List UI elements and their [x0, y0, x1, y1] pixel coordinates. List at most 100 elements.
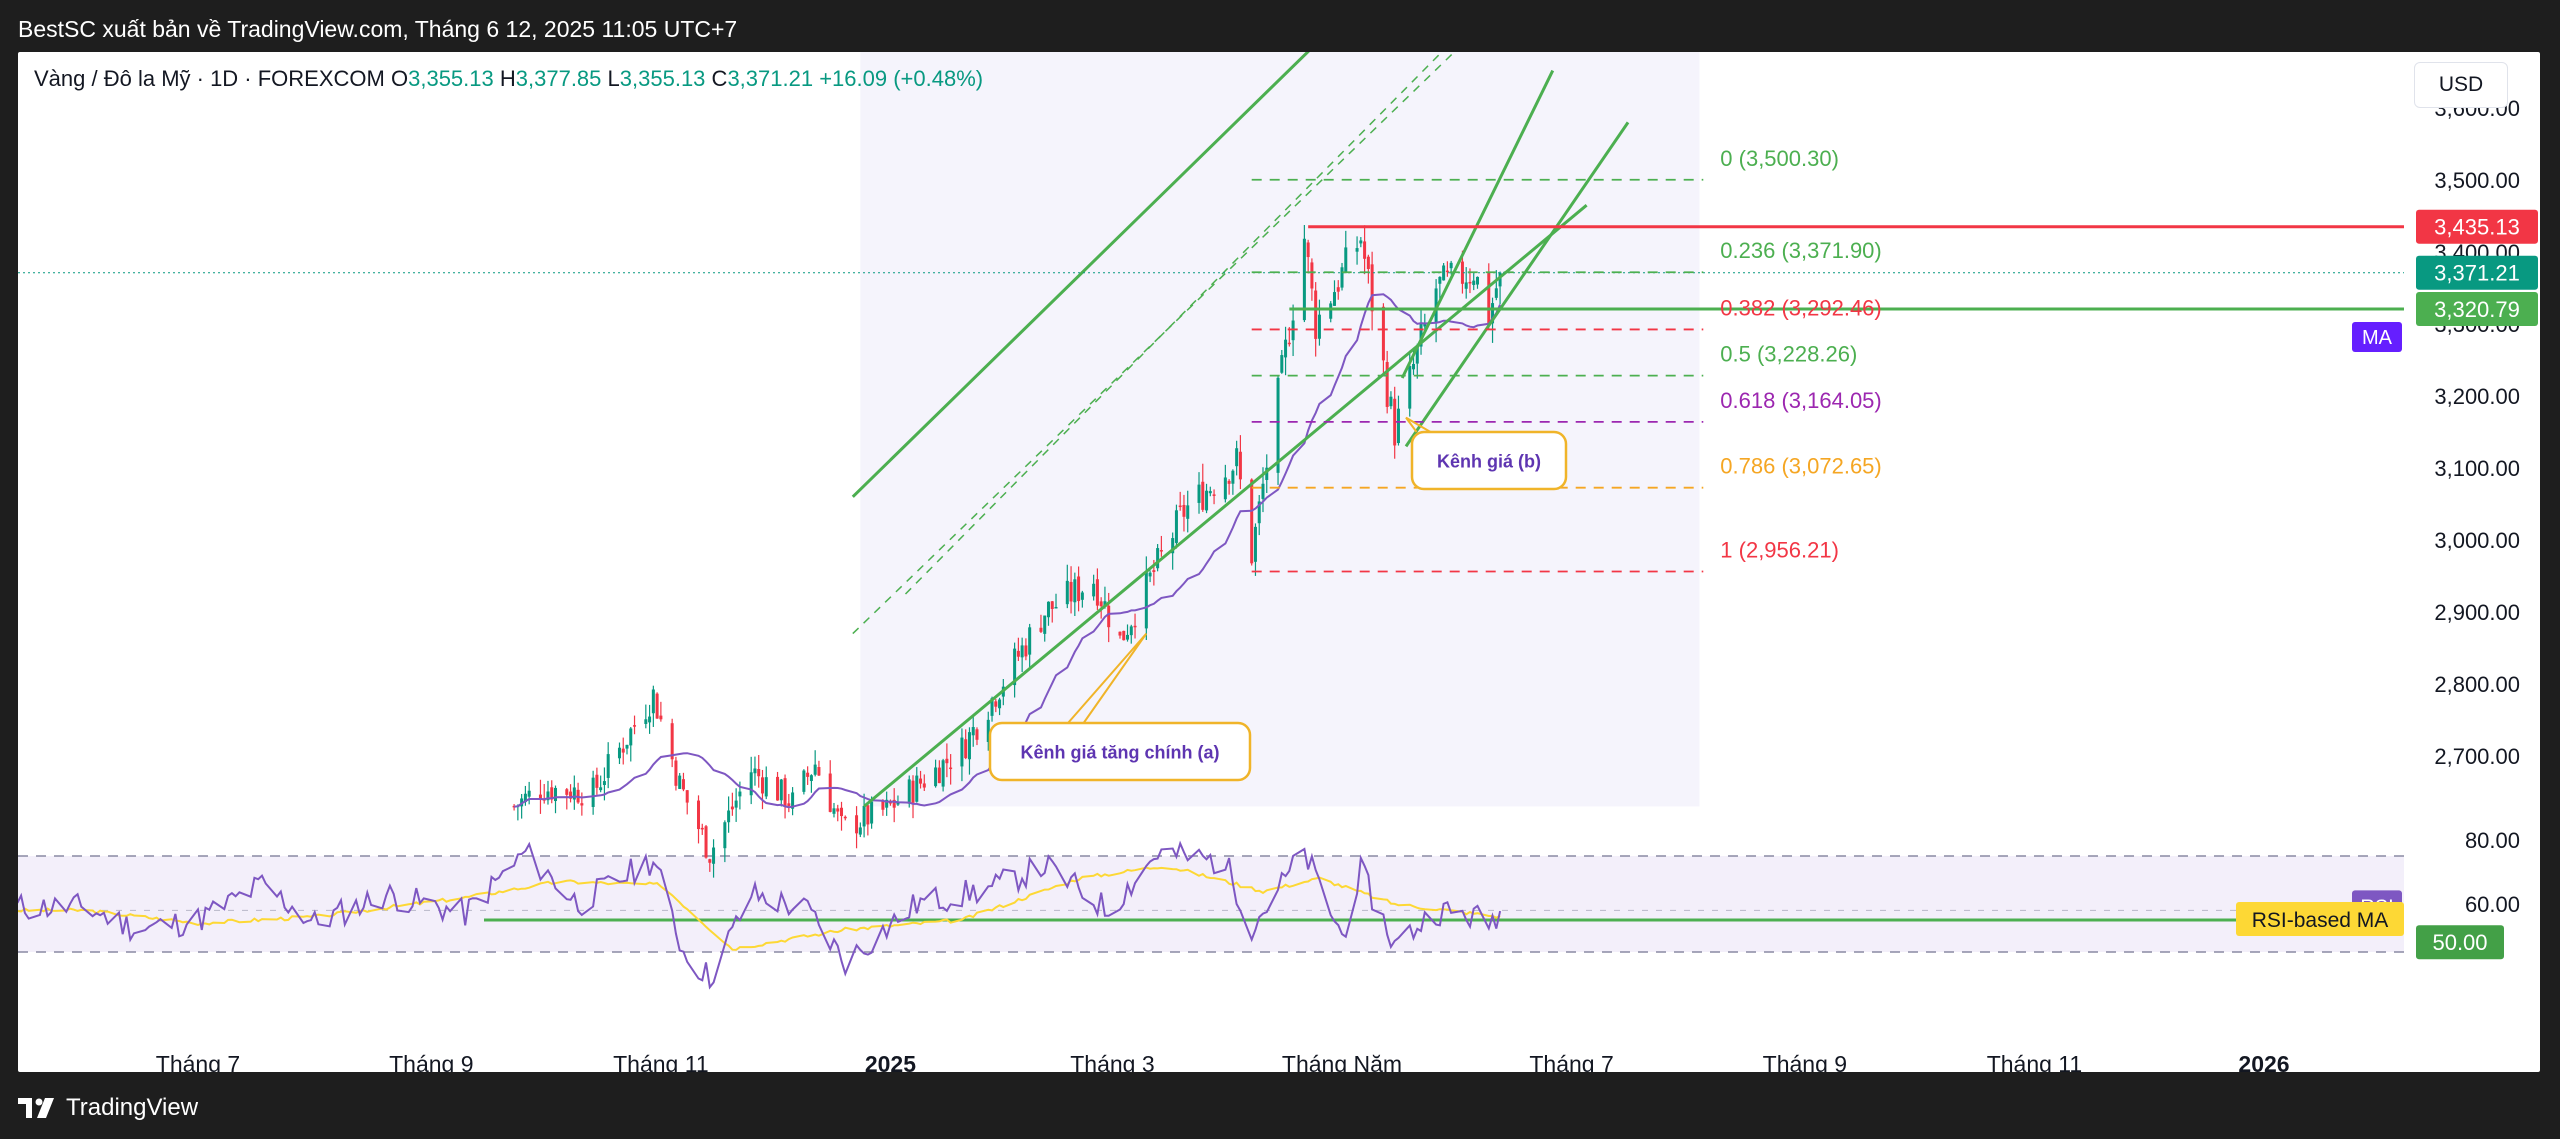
candle-body: [629, 728, 633, 746]
low-label: L: [607, 66, 620, 91]
channel-shading: [860, 52, 1700, 807]
candle-body: [813, 764, 817, 775]
price-axis-tick: 3,100.00: [2434, 456, 2520, 481]
time-axis-tick: Tháng 7: [156, 1051, 240, 1072]
price-badge[interactable]: [2416, 292, 2538, 327]
candle-body: [1133, 625, 1137, 628]
candle-body: [998, 699, 1002, 709]
candle-body: [730, 806, 734, 810]
candle-body: [1095, 579, 1099, 606]
candle-body: [1080, 592, 1084, 600]
candle-body: [783, 778, 787, 807]
candle-body: [674, 760, 678, 786]
annotation-channel-b-text: Kênh giá (b): [1437, 452, 1541, 472]
candle-body: [1280, 355, 1284, 373]
candle-body: [896, 802, 900, 805]
price-badge-text: 3,320.79: [2434, 297, 2520, 322]
candle-body: [1016, 650, 1020, 657]
candle-body: [1261, 483, 1265, 499]
candle-body: [1302, 238, 1306, 321]
candle-body: [1039, 627, 1043, 632]
candle-body: [1306, 242, 1310, 258]
annotation-channel-b-box[interactable]: [1410, 430, 1568, 491]
candle-body: [1396, 408, 1400, 444]
fib-level-label: 0.236 (3,371.90): [1720, 238, 1881, 263]
candle-body: [915, 775, 919, 802]
price-badge-text: 3,371.21: [2434, 261, 2520, 286]
candle-body: [862, 805, 866, 827]
candle-body: [922, 783, 926, 788]
candle-body: [1129, 626, 1133, 636]
price-badge-text: 3,435.13: [2434, 215, 2520, 240]
price-badge[interactable]: [2416, 255, 2538, 290]
candle-body: [1468, 281, 1472, 284]
candle-body: [866, 805, 870, 825]
symbol-name[interactable]: Vàng / Đô la Mỹ · 1D · FOREXCOM: [34, 66, 385, 91]
candle-body: [907, 779, 911, 804]
annotation-channel-b-pointer: [1405, 416, 1431, 433]
candle-body: [1340, 267, 1344, 288]
candle-body: [1498, 272, 1502, 287]
candle-body: [538, 794, 542, 799]
candle-body: [1257, 501, 1261, 524]
rsi-ma-badge[interactable]: [2236, 902, 2404, 936]
channel-line-main-lower: [863, 204, 1588, 808]
candle-body: [550, 787, 554, 800]
candle-body: [1317, 314, 1321, 339]
chart-canvas[interactable]: 0 (3,500.30) 0.236 (3,371.90) 0.382 (3,292…: [18, 52, 2540, 1072]
footer: TradingView: [0, 1072, 2560, 1139]
candle-body: [685, 790, 689, 803]
candle-body: [937, 767, 941, 784]
candle-body: [870, 801, 874, 824]
price-axis-tick: 2,700.00: [2434, 744, 2520, 769]
candle-body: [1415, 345, 1419, 364]
candle-body: [760, 777, 764, 794]
candle-body: [1205, 490, 1209, 511]
candle-body: [1197, 484, 1201, 503]
candle-body: [1107, 605, 1111, 628]
candle-body: [723, 822, 727, 849]
annotation-main-channel-box[interactable]: [988, 721, 1252, 782]
candle-body: [1460, 261, 1464, 284]
candle-body: [1235, 448, 1239, 467]
close-value: 3,371.21: [727, 66, 814, 91]
close-label: C: [711, 66, 728, 91]
candle-body: [1238, 451, 1242, 480]
high-value: 3,377.85: [515, 66, 602, 91]
candle-body: [1174, 510, 1178, 543]
candle-body: [1329, 303, 1333, 319]
candle-body: [1314, 290, 1318, 339]
fib-level-label: 0 (3,500.30): [1720, 146, 1839, 171]
price-axis-tick: 2,900.00: [2434, 600, 2520, 625]
candle-body: [806, 772, 810, 777]
currency-button[interactable]: USD: [2414, 62, 2508, 108]
candle-body: [1024, 645, 1028, 657]
candle-body: [1069, 581, 1073, 602]
candle-body: [670, 723, 674, 760]
ma-badge[interactable]: [2352, 322, 2402, 352]
candle-body: [1449, 262, 1453, 269]
chart-frame[interactable]: 0 (3,500.30) 0.236 (3,371.90) 0.382 (3,292…: [18, 52, 2540, 1072]
candle-body: [569, 791, 573, 799]
candle-body: [945, 758, 949, 764]
candle-body: [591, 777, 595, 807]
candle-body: [523, 793, 527, 803]
rsi-ma-value-badge[interactable]: [2416, 925, 2504, 960]
candle-body: [1212, 494, 1216, 496]
candle-body: [1092, 583, 1096, 597]
candle-body: [727, 810, 731, 823]
candle-body: [843, 816, 847, 819]
candle-body: [697, 800, 701, 830]
fib-level-label: 0.382 (3,292.46): [1720, 295, 1881, 320]
candle-body: [1144, 571, 1148, 629]
candle-body: [1118, 631, 1122, 636]
tradingview-logo[interactable]: TradingView: [18, 1094, 198, 1122]
rsi-ma-badge-text: RSI-based MA: [2252, 909, 2389, 932]
candle-body: [1445, 270, 1449, 273]
candle-body: [644, 719, 648, 724]
candle-body: [802, 770, 806, 792]
price-badge[interactable]: [2416, 209, 2538, 244]
candle-body: [990, 698, 994, 716]
candle-body: [1028, 627, 1032, 655]
candle-body: [779, 779, 783, 801]
